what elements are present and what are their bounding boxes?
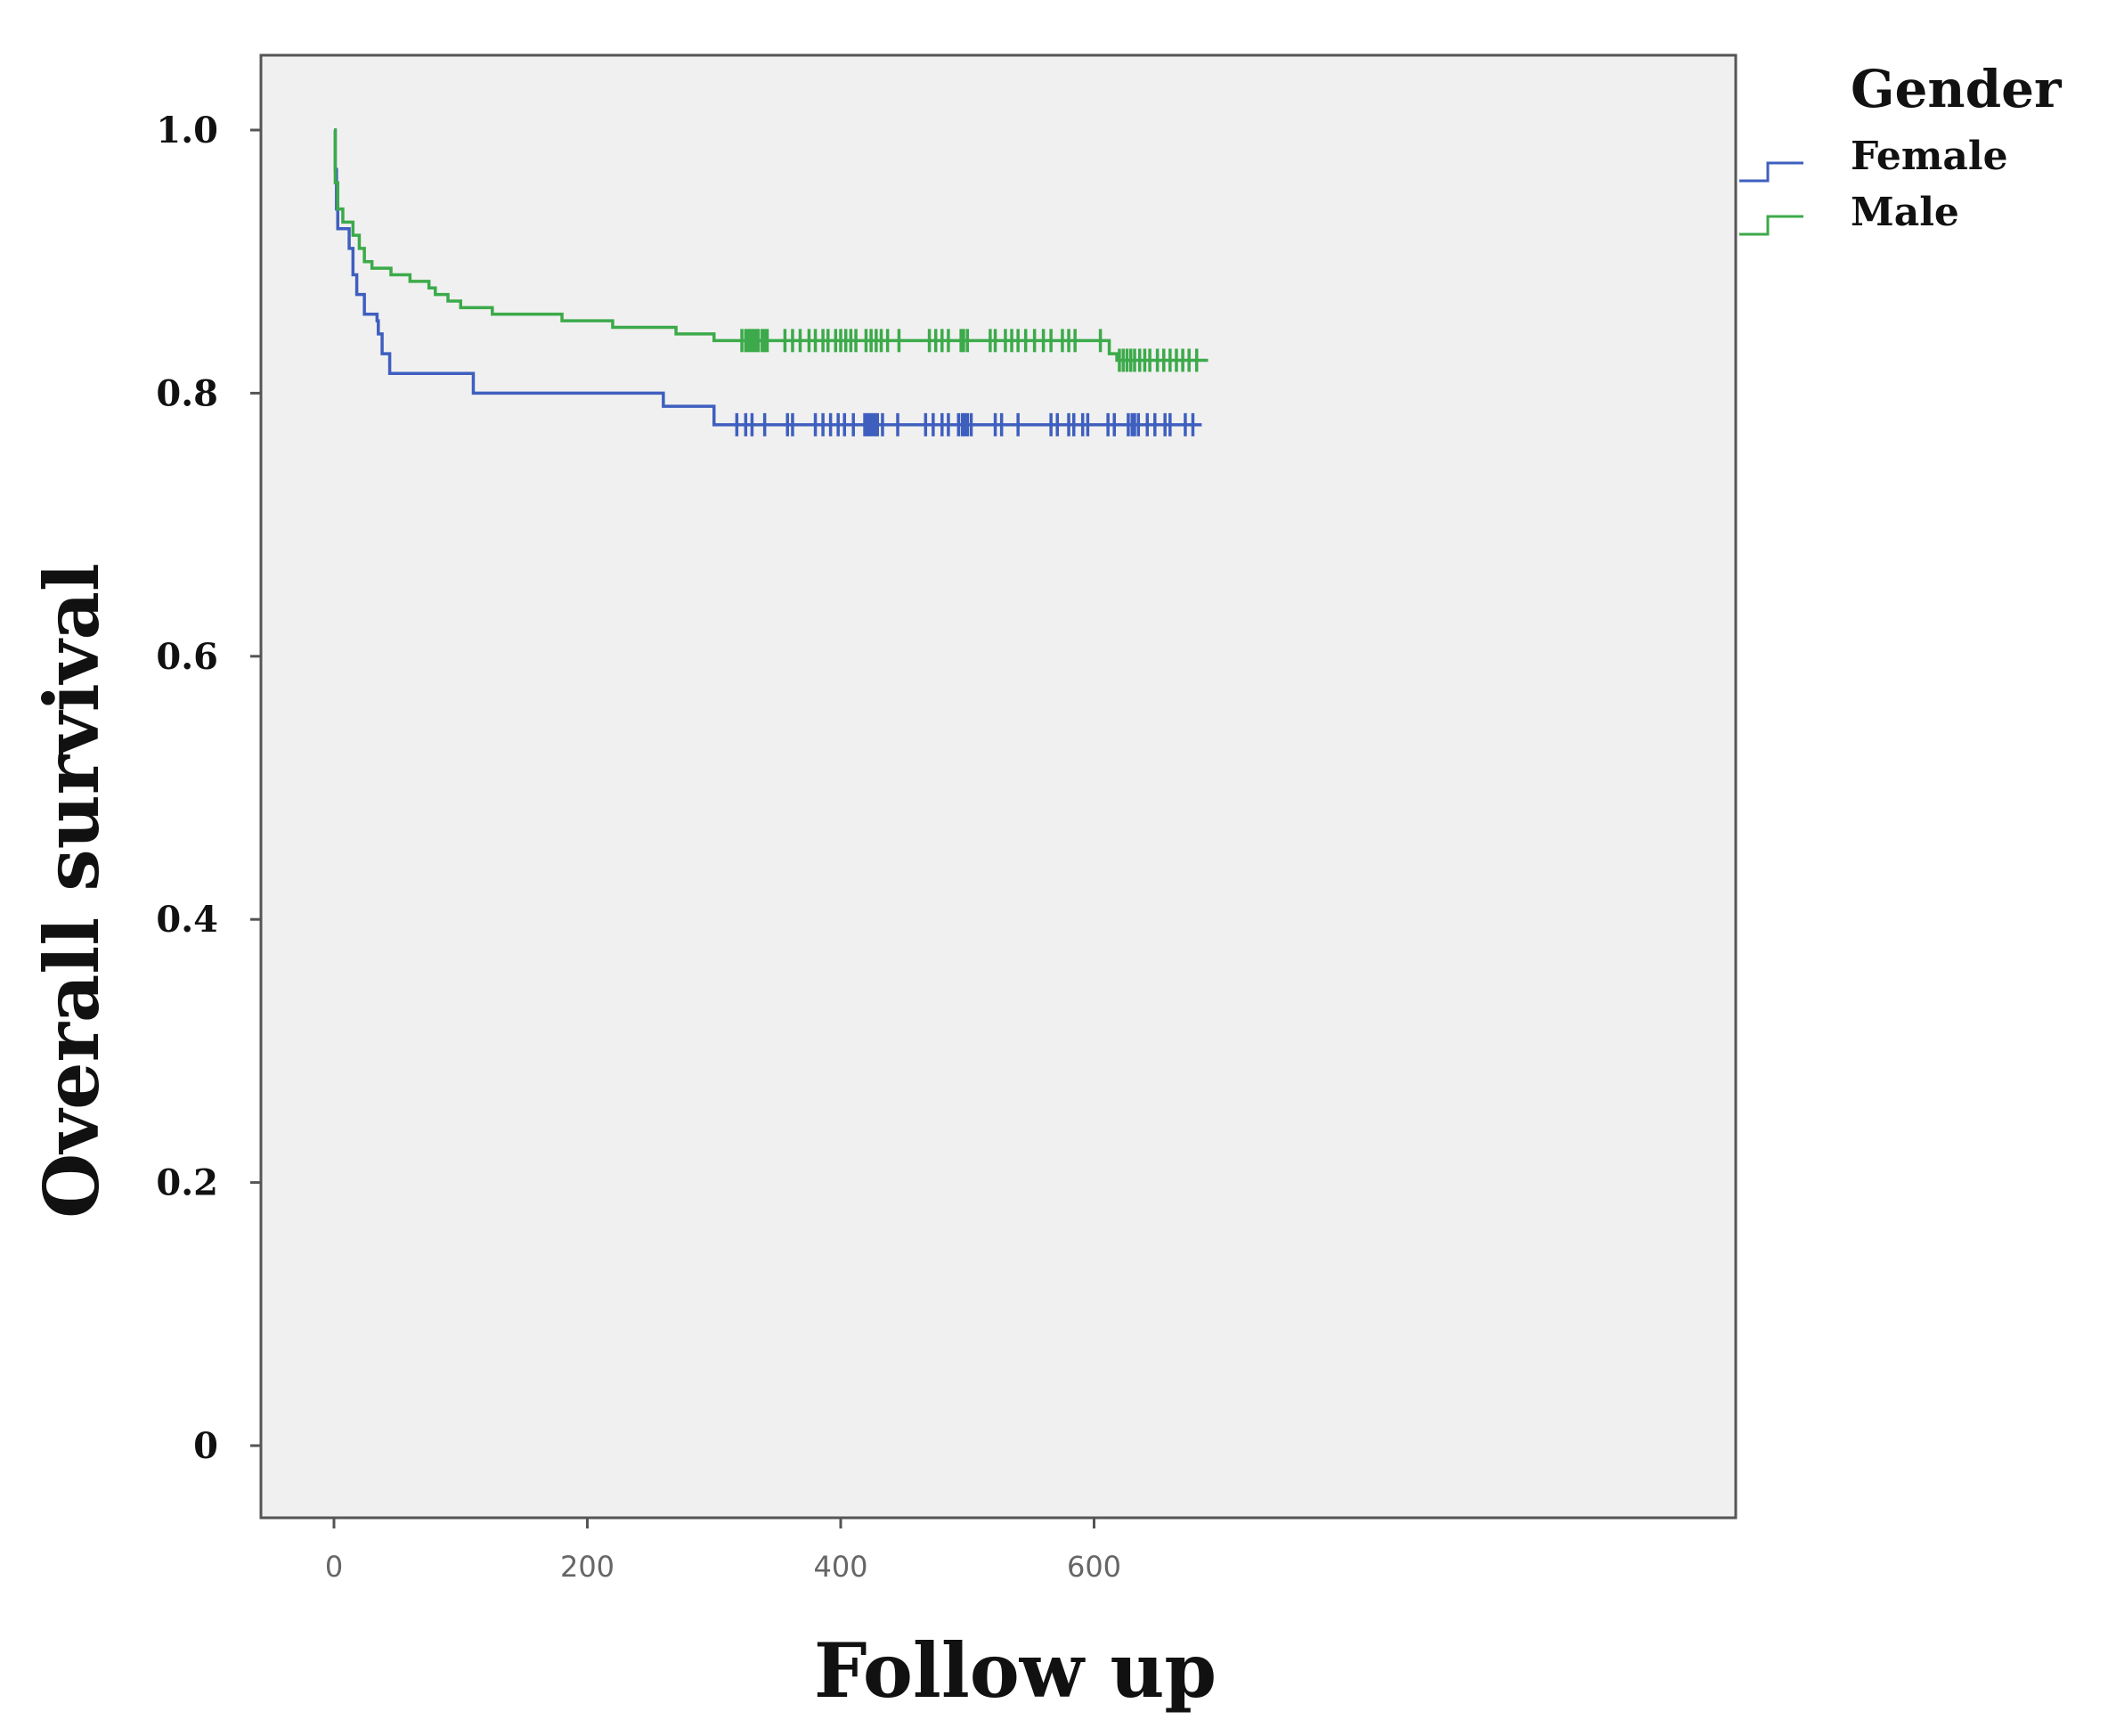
x-tick-label: 200 [560, 1550, 614, 1584]
legend-label-male: Male [1851, 190, 1959, 235]
plot-area [259, 53, 1738, 1520]
x-tick-label: 600 [1067, 1550, 1121, 1584]
legend-swatch-male [1739, 215, 1803, 236]
series-line-male [333, 128, 1209, 363]
y-axis: 0 0.2 0.4 0.6 0.8 1.0 [156, 110, 261, 1467]
x-tick-label: 400 [813, 1550, 867, 1584]
legend-swatch-female [1739, 161, 1803, 183]
y-tick-label: 0 [193, 1425, 218, 1467]
series-layer [333, 128, 1209, 436]
legend: Gender Female Male [1739, 59, 2063, 236]
censor-marks-male [740, 329, 1199, 372]
censor-marks-female [735, 412, 1195, 436]
legend-label-female: Female [1851, 134, 2008, 179]
x-axis: 0 200 400 600 [325, 1518, 1121, 1584]
y-tick-label: 0.6 [156, 636, 218, 678]
x-axis-title: Follow up [814, 1626, 1217, 1715]
legend-title: Gender [1851, 59, 2063, 119]
y-tick-label: 0.2 [156, 1162, 218, 1204]
y-axis-title: Overall survival [28, 563, 116, 1218]
y-tick-label: 0.8 [156, 372, 218, 414]
x-tick-label: 0 [325, 1550, 343, 1584]
y-tick-label: 0.4 [156, 899, 218, 941]
y-tick-label: 1.0 [156, 110, 218, 151]
